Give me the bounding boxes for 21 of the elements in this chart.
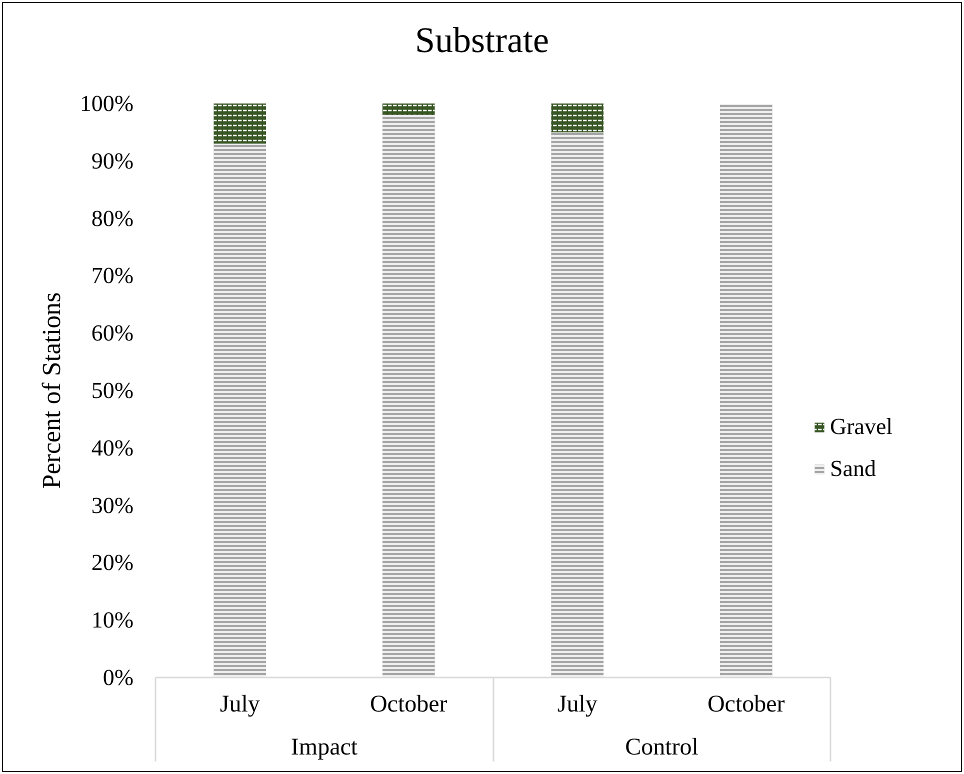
y-axis-title: Percent of Stations <box>36 292 66 489</box>
y-tick-label: 0% <box>102 665 134 690</box>
y-tick-label: 80% <box>91 206 134 231</box>
y-tick-label: 10% <box>91 608 134 633</box>
legend-label: Gravel <box>830 414 893 440</box>
y-tick-label: 20% <box>91 550 134 576</box>
legend-label: Sand <box>830 456 876 482</box>
y-tick-label: 50% <box>91 378 134 403</box>
text: Control <box>625 734 699 760</box>
x-tick-label: July <box>220 692 260 718</box>
x-tick-label: October <box>707 692 785 718</box>
chart-title: Substrate <box>415 19 549 62</box>
y-tick-label: 90% <box>91 148 134 174</box>
y-tick-label: 70% <box>91 263 134 288</box>
x-tick-label: July <box>557 692 598 718</box>
x-tick-label: October <box>370 692 448 718</box>
text: Impact <box>290 734 358 760</box>
y-tick-label: 100% <box>80 91 134 116</box>
y-tick-label: 40% <box>91 435 134 460</box>
y-tick-label: 60% <box>91 320 134 346</box>
y-tick-label: 30% <box>91 492 134 518</box>
